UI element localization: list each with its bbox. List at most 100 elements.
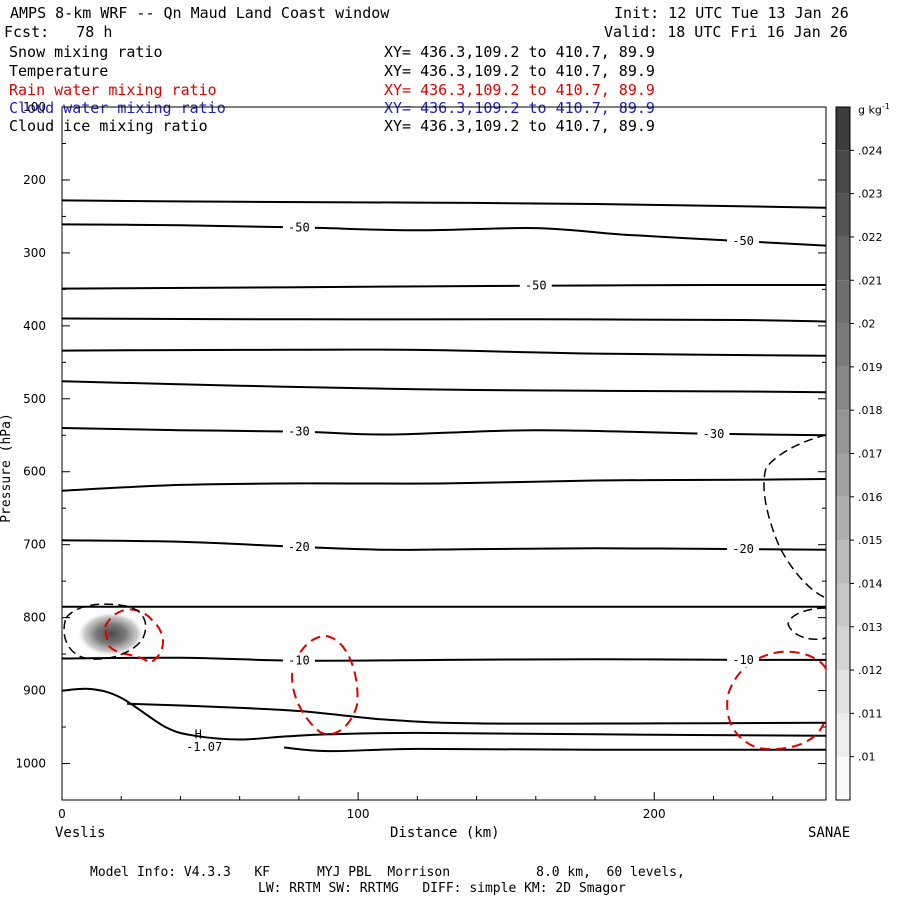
model-info: Model Info: V4.3.3 KF MYJ PBL Morrison 8…	[90, 865, 685, 880]
colorbar-label-11: .021	[858, 274, 883, 287]
isotherm-3	[61, 317, 827, 323]
isotherm-label-bg-1-right	[727, 233, 760, 249]
isotherm-label-bg-8-right	[727, 541, 760, 557]
y-tick-label-600: 600	[23, 465, 46, 479]
extremum-label-0: H	[195, 728, 202, 742]
rain-contour-right	[726, 650, 827, 751]
colorbar-swatch-0	[836, 756, 850, 800]
snow-mixing-ratio-shading	[78, 612, 144, 656]
field-xy-cloud-ice: XY= 436.3,109.2 to 410.7, 89.9	[384, 117, 655, 135]
init-time: Init: 12 UTC Tue 13 Jan 26	[614, 4, 849, 22]
colorbar-label-3: .013	[858, 621, 883, 634]
isotherm-label-6-right: -30	[703, 427, 725, 441]
isotherm-label-bg-2	[519, 277, 552, 293]
valid-time: Valid: 18 UTC Fri 16 Jan 26	[604, 23, 848, 41]
colorbar-label-5: .015	[858, 534, 883, 547]
colorbar-swatch-4	[836, 583, 850, 627]
y-tick-label-100: 100	[23, 100, 46, 114]
x-axis-label: Distance (km)	[390, 825, 500, 841]
isotherm-0	[61, 199, 827, 209]
colorbar-swatch-6	[836, 496, 850, 541]
y-tick-label-700: 700	[23, 538, 46, 552]
field-xy-rain: XY= 436.3,109.2 to 410.7, 89.9	[384, 81, 655, 99]
isotherm-12	[127, 702, 827, 725]
y-tick-label-500: 500	[23, 392, 46, 406]
isotherm-label-10: -10	[288, 654, 310, 668]
ice-contour-right-lower	[787, 607, 827, 640]
isotherm-label-10-right: -10	[732, 653, 754, 667]
chart-title: AMPS 8-km WRF -- Qn Maud Land Coast wind…	[10, 4, 390, 22]
axis-layer: 0 100 200 100 200 300 400 500 600 700 800 900 1000	[15, 100, 826, 821]
field-name-rain: Rain water mixing ratio	[9, 81, 217, 99]
colorbar-label-2: .012	[858, 664, 883, 677]
contour-label-layer: -50 -50 -50 -30 -30 -20 -20 -10 -10 H-1.07	[186, 219, 760, 754]
isotherm-4	[61, 348, 827, 357]
rain-water-contours	[103, 608, 827, 751]
colorbar-swatch-10	[836, 323, 850, 367]
colorbar-swatch-1	[836, 713, 850, 757]
x-tick-label-0: 0	[58, 807, 66, 821]
isotherm-label-bg-6	[282, 423, 315, 439]
isotherm-8	[61, 539, 827, 551]
isotherm-10	[61, 656, 827, 662]
isotherm-label-bg-8	[282, 538, 315, 554]
extremum-label-1: -1.07	[186, 740, 222, 754]
isotherm-label-2: -50	[525, 279, 547, 293]
isotherm-5	[61, 380, 827, 394]
forecast-hour: Fcst: 78 h	[4, 23, 113, 41]
isotherm-label-1-right: -50	[732, 234, 754, 248]
x-tick-label-200: 200	[643, 807, 666, 821]
isotherm-1	[61, 223, 827, 247]
y-tick-label-1000: 1000	[15, 757, 46, 771]
colorbar-label-10: .02	[858, 318, 876, 331]
y-tick-label-800: 800	[23, 611, 46, 625]
colorbar-label-1: .011	[858, 707, 883, 720]
isotherm-13	[284, 746, 827, 753]
y-axis-label: Pressure (hPa)	[0, 413, 14, 523]
y-tick-label-200: 200	[23, 173, 46, 187]
colorbar-label-12: .022	[858, 231, 883, 244]
colorbar: .01 .011 .012 .013 .014 .015 .016 .017 .018 .019.…	[835, 106, 883, 801]
field-name-cloud-ice: Cloud ice mixing ratio	[9, 117, 208, 135]
colorbar-swatch-14	[836, 150, 850, 194]
isotherm-label-bg-1	[282, 219, 315, 235]
ice-contour-left	[63, 603, 147, 660]
field-name-snow: Snow mixing ratio	[9, 43, 163, 61]
isotherm-label-bg-10-right	[727, 651, 760, 667]
colorbar-swatch-9	[836, 366, 850, 411]
x-tick-label-100: 100	[347, 807, 370, 821]
colorbar-swatch-3	[836, 626, 850, 671]
cloud-ice-contours	[63, 434, 827, 660]
colorbar-label-9: .019	[858, 361, 883, 374]
isotherm-label-8: -20	[288, 540, 310, 554]
colorbar-label-8: .018	[858, 404, 883, 417]
field-xy-cloud-water: XY= 436.3,109.2 to 410.7, 89.9	[384, 99, 655, 117]
isotherm-label-bg-10	[282, 652, 315, 668]
isotherm-7	[61, 478, 827, 492]
isotherm-label-bg-6-right	[697, 425, 730, 441]
x-start-location: Veslis	[55, 825, 106, 841]
colorbar-unit-text: g kg	[858, 103, 882, 117]
plot-frame	[61, 106, 827, 801]
field-xy-snow: XY= 436.3,109.2 to 410.7, 89.9	[384, 43, 655, 61]
colorbar-swatch-2	[836, 670, 850, 714]
colorbar-label-4: .014	[858, 577, 883, 590]
colorbar-swatch-15	[836, 107, 850, 151]
model-physics: LW: RRTM SW: RRTMG DIFF: simple KM: 2D S…	[258, 881, 626, 896]
y-tick-label-400: 400	[23, 319, 46, 333]
y-tick-label-900: 900	[23, 684, 46, 698]
isotherm-label-6: -30	[288, 425, 310, 439]
ice-contour-right-upper	[763, 434, 827, 599]
field-name-cloud-water: Cloud water mixing ratio	[9, 99, 226, 117]
field-name-temperature: Temperature	[9, 62, 109, 80]
colorbar-label-7: .017	[858, 448, 883, 461]
colorbar-swatch-11	[836, 280, 850, 324]
shading-layer	[78, 612, 144, 656]
colorbar-label-13: .023	[858, 188, 883, 201]
colorbar-swatch-12	[836, 236, 850, 281]
colorbar-label-6: .016	[858, 491, 883, 504]
temperature-contours	[61, 199, 827, 753]
colorbar-swatch-7	[836, 453, 850, 497]
colorbar-unit: g kg-1	[858, 100, 890, 118]
